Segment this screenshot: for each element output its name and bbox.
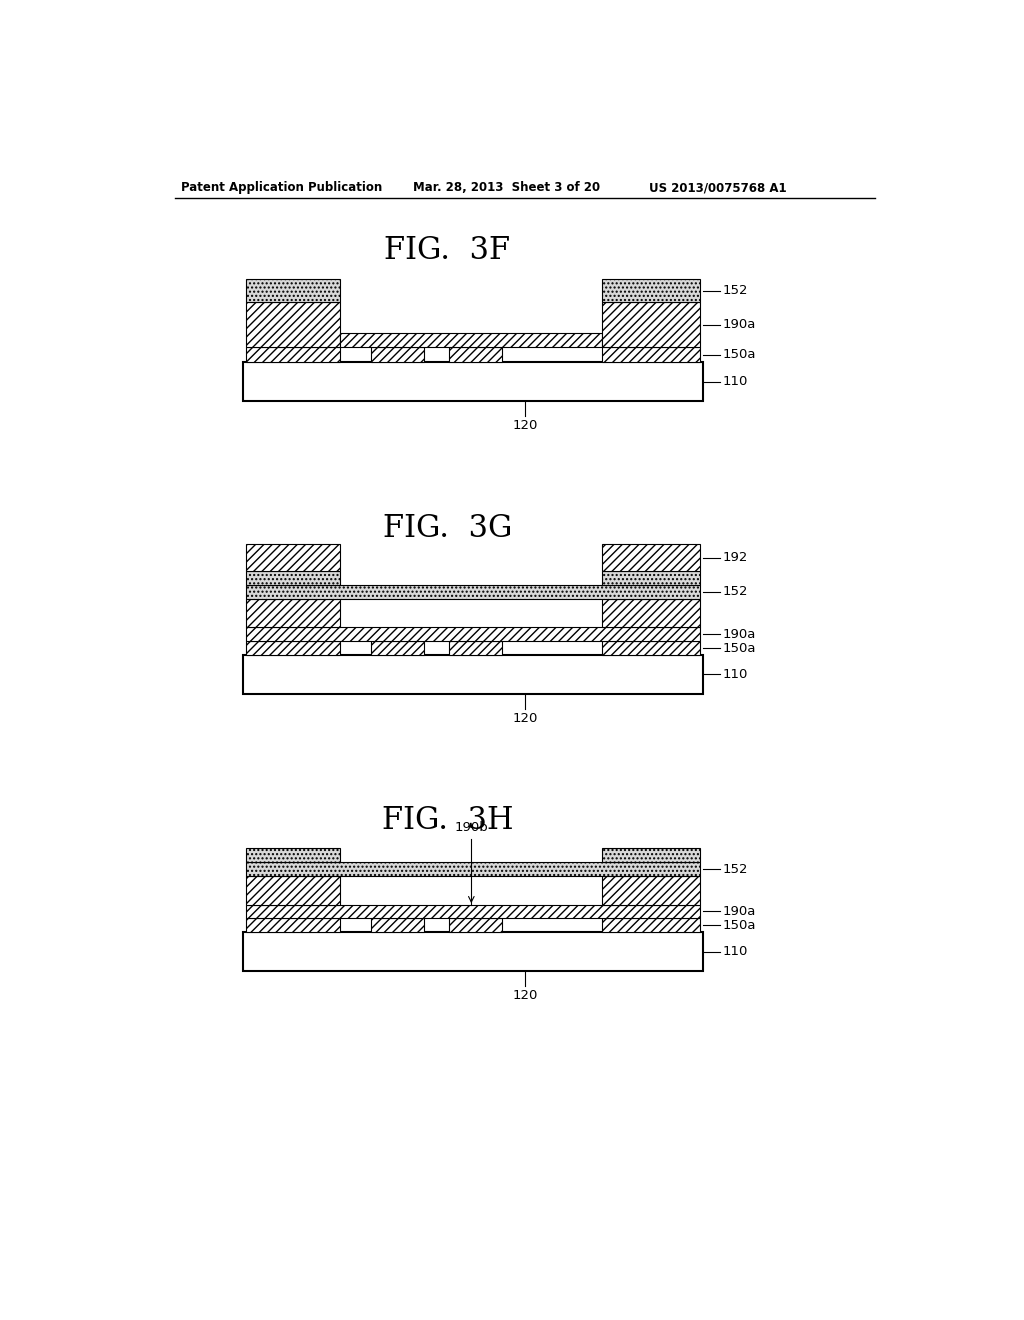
Bar	[602, 849, 700, 862]
Bar	[602, 347, 700, 363]
Bar	[246, 642, 340, 655]
Bar	[243, 655, 703, 693]
Bar	[602, 280, 700, 302]
Text: FIG.  3H: FIG. 3H	[382, 805, 513, 836]
Bar	[246, 862, 700, 876]
Bar	[246, 347, 340, 363]
Bar	[246, 572, 340, 585]
Bar	[246, 280, 340, 302]
Bar	[246, 876, 340, 904]
Bar	[602, 302, 700, 347]
Bar	[602, 642, 700, 655]
Bar	[449, 919, 502, 932]
Bar	[372, 642, 424, 655]
Bar	[246, 585, 700, 599]
Bar	[602, 919, 700, 932]
Text: Patent Application Publication: Patent Application Publication	[180, 181, 382, 194]
Bar	[243, 363, 703, 401]
Bar	[602, 544, 700, 572]
Bar	[246, 627, 700, 642]
Text: 110: 110	[722, 375, 748, 388]
Text: 150a: 150a	[722, 348, 756, 362]
Text: 152: 152	[722, 862, 748, 875]
Text: US 2013/0075768 A1: US 2013/0075768 A1	[649, 181, 786, 194]
Bar	[372, 919, 424, 932]
Text: 150a: 150a	[722, 919, 756, 932]
Bar	[246, 904, 700, 919]
Bar	[602, 572, 700, 585]
Bar	[340, 333, 602, 347]
Bar	[243, 932, 703, 970]
Bar	[449, 642, 502, 655]
Text: 110: 110	[722, 668, 748, 681]
Bar	[246, 919, 340, 932]
Text: 150a: 150a	[722, 642, 756, 655]
Bar	[602, 876, 700, 904]
Text: 110: 110	[722, 945, 748, 958]
Text: 152: 152	[722, 284, 748, 297]
Bar	[246, 544, 340, 572]
Text: 120: 120	[512, 989, 538, 1002]
Bar	[449, 347, 502, 363]
Text: FIG.  3F: FIG. 3F	[384, 235, 510, 267]
Text: 190a: 190a	[722, 318, 756, 331]
Text: 152: 152	[722, 585, 748, 598]
Bar	[246, 849, 340, 862]
Text: 190a: 190a	[722, 628, 756, 640]
Text: 190a: 190a	[722, 906, 756, 917]
Text: 190b: 190b	[455, 821, 488, 834]
Bar	[246, 599, 340, 627]
Text: Mar. 28, 2013  Sheet 3 of 20: Mar. 28, 2013 Sheet 3 of 20	[414, 181, 600, 194]
Bar	[246, 302, 340, 347]
Bar	[372, 347, 424, 363]
Text: 120: 120	[512, 420, 538, 433]
Bar	[602, 599, 700, 627]
Text: FIG.  3G: FIG. 3G	[383, 512, 512, 544]
Text: 192: 192	[722, 552, 748, 564]
Text: 120: 120	[512, 711, 538, 725]
